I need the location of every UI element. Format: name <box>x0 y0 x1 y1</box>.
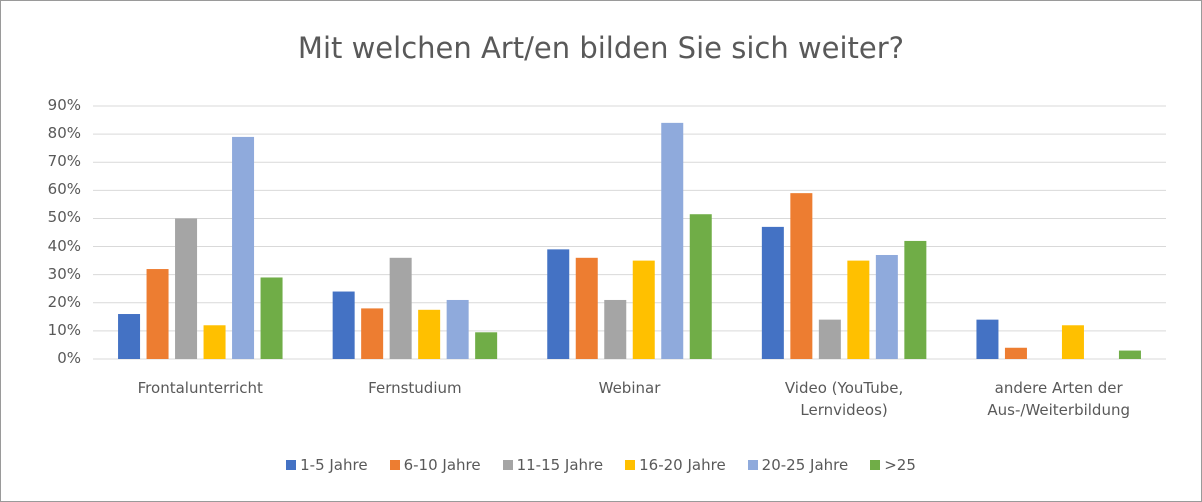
legend-item: 1-5 Jahre <box>286 456 368 474</box>
bar <box>1061 325 1084 359</box>
bar <box>847 260 870 359</box>
legend-swatch <box>286 460 297 470</box>
bar <box>1118 350 1141 359</box>
bar <box>661 122 684 359</box>
bar <box>632 260 655 359</box>
x-tick-label: andere Arten der Aus-/Weiterbildung <box>987 379 1130 419</box>
bar <box>361 308 384 359</box>
legend-item: 11-15 Jahre <box>502 456 604 474</box>
bar <box>689 214 712 359</box>
legend-label: 16-20 Jahre <box>639 456 726 474</box>
legend-label: 20-25 Jahre <box>761 456 849 474</box>
legend-label: 11-15 Jahre <box>516 456 604 474</box>
bar <box>418 309 441 359</box>
y-tick-label: 0% <box>57 349 81 367</box>
x-tick-label: Webinar <box>598 379 661 397</box>
y-tick-label: 40% <box>47 236 81 255</box>
legend-item: 20-25 Jahre <box>747 456 849 474</box>
y-tick-label: 10% <box>47 320 81 339</box>
bar <box>547 249 570 359</box>
bar <box>389 257 412 359</box>
legend-label: 1-5 Jahre <box>300 456 368 474</box>
legend-item: 6-10 Jahre <box>389 456 481 474</box>
y-tick-label: 60% <box>47 180 81 199</box>
legend-swatch <box>870 460 881 470</box>
x-tick-label: Fernstudium <box>368 379 462 397</box>
bar <box>604 299 627 359</box>
y-tick-label: 90% <box>47 96 81 114</box>
legend-item: >25 <box>870 456 916 474</box>
chart-title: Mit welchen Art/en bilden Sie sich weite… <box>297 31 905 65</box>
bar <box>1004 347 1027 359</box>
bar <box>146 269 169 359</box>
bar <box>818 319 841 359</box>
legend-label: >25 <box>884 456 916 474</box>
legend-swatch <box>389 460 400 470</box>
y-tick-label: 80% <box>47 124 81 143</box>
bar <box>976 319 999 359</box>
bar <box>875 254 898 359</box>
y-tick-label: 70% <box>47 152 81 171</box>
bar <box>575 257 598 359</box>
x-tick-label: Video (YouTube, Lernvideos) <box>784 379 904 419</box>
x-tick-label: Frontalunterricht <box>137 379 263 397</box>
bar <box>118 314 141 359</box>
bar <box>446 299 469 359</box>
bar <box>475 332 498 359</box>
bar <box>175 218 198 359</box>
y-tick-label: 30% <box>47 264 81 283</box>
legend-swatch <box>625 460 636 470</box>
legend-swatch <box>747 460 758 470</box>
legend-swatch <box>502 460 513 470</box>
bar <box>904 240 927 359</box>
bar <box>232 136 255 359</box>
bar <box>260 277 283 359</box>
bar <box>761 226 784 359</box>
y-tick-label: 50% <box>47 208 81 227</box>
bar <box>332 291 355 359</box>
legend: 1-5 Jahre 6-10 Jahre 11-15 Jahre 16-20 Jahr… <box>1 456 1201 474</box>
legend-label: 6-10 Jahre <box>403 456 481 474</box>
bar <box>203 325 226 359</box>
bar <box>790 193 813 359</box>
y-tick-label: 20% <box>47 292 81 311</box>
legend-item: 16-20 Jahre <box>625 456 726 474</box>
